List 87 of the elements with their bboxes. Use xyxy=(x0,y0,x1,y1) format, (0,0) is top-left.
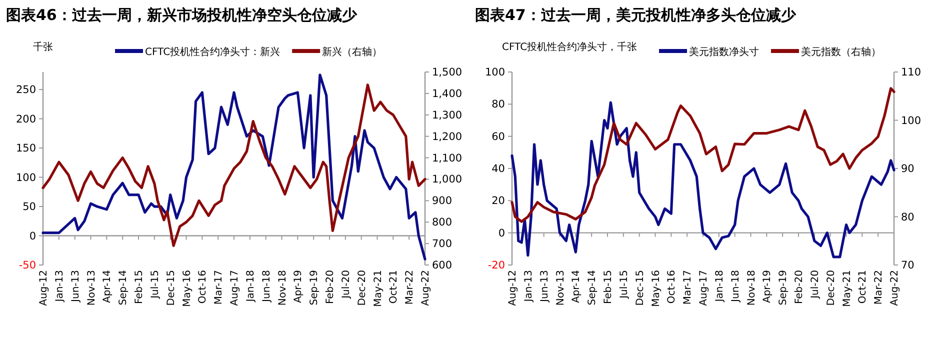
y2-tick-label: 70 xyxy=(901,260,914,272)
x-tick-label: Apr-14 xyxy=(571,270,582,303)
chart-title: 图表47：过去一周，美元投机性净多头仓位减少 xyxy=(475,6,797,24)
x-tick-label: Dec-15 xyxy=(166,270,177,306)
x-tick-label: Dec-20 xyxy=(356,270,368,306)
x-tick-label: Sep-14 xyxy=(587,270,598,306)
y2-tick-label: 80 xyxy=(901,211,914,224)
y-tick-label: 250 xyxy=(16,84,36,96)
x-tick-label: Nov-18 xyxy=(277,270,288,306)
x-tick-label: Nov-13 xyxy=(555,270,566,306)
x-tick-label: Aug-17 xyxy=(230,270,240,306)
x-tick-label: Aug-22 xyxy=(420,270,432,306)
x-tick-label: Aug-12 xyxy=(38,270,50,306)
y2-tick-label: 800 xyxy=(432,216,452,229)
y2-tick-label: 1,200 xyxy=(432,130,462,143)
y2-tick-label: 110 xyxy=(901,66,922,78)
y2-tick-label: 900 xyxy=(432,195,452,208)
x-tick-label: Mar-22 xyxy=(404,270,416,305)
x-tick-label: Mar-17 xyxy=(682,270,694,305)
x-tick-label: Feb-20 xyxy=(325,270,336,304)
y-tick-label: 100 xyxy=(484,66,505,78)
legend-label: CFTC投机性合约净头寸：新兴 xyxy=(145,46,280,58)
x-tick-label: Dec-20 xyxy=(826,270,837,306)
x-tick-label: May-16 xyxy=(182,270,193,307)
y2-tick-label: 1,500 xyxy=(432,66,462,78)
y-tick-label: 0 xyxy=(498,227,505,240)
x-tick-label: Aug-17 xyxy=(698,270,710,306)
y2-tick-label: 1,300 xyxy=(432,109,462,122)
y-tick-label: 50 xyxy=(22,201,36,214)
x-tick-label: Jan-18 xyxy=(714,270,726,303)
y2-tick-label: 1,000 xyxy=(432,174,462,186)
y-axis-title: CFTC投机性合约净头寸，千张 xyxy=(502,41,638,53)
y-tick-label: 20 xyxy=(492,195,505,208)
y2-tick-label: 100 xyxy=(901,114,922,127)
x-tick-label: Apr-19 xyxy=(762,270,774,303)
x-tick-label: Mar-17 xyxy=(214,270,225,305)
x-tick-label: Feb-15 xyxy=(134,270,145,304)
y-tick-label: 100 xyxy=(16,172,36,184)
x-tick-label: Jun-18 xyxy=(261,270,272,303)
y-tick-label: 80 xyxy=(492,98,505,111)
x-tick-label: Jul-15 xyxy=(150,270,161,300)
legend-label: 美元指数（右轴） xyxy=(801,46,881,58)
x-tick-label: Aug-12 xyxy=(508,270,518,306)
x-tick-label: Jan-18 xyxy=(245,270,256,303)
y2-tick-label: 90 xyxy=(901,163,914,175)
x-tick-label: Aug-22 xyxy=(890,270,900,306)
y-tick-label: 0 xyxy=(29,230,36,242)
x-tick-label: Mar-22 xyxy=(874,270,885,305)
x-tick-label: Nov-18 xyxy=(746,270,758,306)
x-tick-label: Feb-20 xyxy=(794,270,805,304)
y-tick-label: -20 xyxy=(488,260,505,272)
y-tick-label: -50 xyxy=(18,260,36,272)
x-tick-label: Jun-13 xyxy=(539,270,550,303)
x-tick-label: Apr-14 xyxy=(102,270,114,303)
x-tick-label: Jun-18 xyxy=(730,270,742,303)
x-tick-label: Sep-19 xyxy=(778,270,790,306)
x-tick-label: May-16 xyxy=(650,270,662,307)
y2-tick-label: 700 xyxy=(432,238,452,250)
x-tick-label: Jul-20 xyxy=(340,270,352,300)
y2-tick-label: 600 xyxy=(432,260,452,272)
y-axis-title: 千张 xyxy=(33,41,53,53)
x-tick-label: Jan-13 xyxy=(523,270,534,303)
x-tick-label: May-21 xyxy=(842,270,853,307)
x-tick-label: Oct-16 xyxy=(666,270,678,304)
y2-tick-label: 1,400 xyxy=(432,88,462,100)
legend-label: 美元指数净头寸 xyxy=(689,46,759,58)
x-tick-label: Sep-14 xyxy=(118,270,130,306)
x-tick-label: Jan-13 xyxy=(54,270,66,303)
x-tick-label: Jul-20 xyxy=(810,270,821,300)
x-tick-label: Dec-15 xyxy=(634,270,646,306)
x-tick-label: Oct-16 xyxy=(198,270,209,304)
x-tick-label: May-21 xyxy=(372,270,384,307)
x-tick-label: Oct-21 xyxy=(858,270,869,304)
y-tick-label: 40 xyxy=(492,163,505,175)
x-tick-label: Apr-19 xyxy=(293,270,304,303)
x-tick-label: Nov-13 xyxy=(86,270,98,306)
y-tick-label: 60 xyxy=(492,130,505,143)
x-tick-label: Sep-19 xyxy=(309,270,320,306)
x-tick-label: Jun-13 xyxy=(70,270,82,303)
legend-label: 新兴（右轴） xyxy=(322,46,382,58)
x-tick-label: Oct-21 xyxy=(388,270,400,304)
x-tick-label: Jul-15 xyxy=(618,270,630,300)
y2-tick-label: 1,100 xyxy=(432,152,462,164)
y-tick-label: 200 xyxy=(16,113,36,126)
y-tick-label: 150 xyxy=(16,142,36,155)
chart-title: 图表46：过去一周，新兴市场投机性净空头仓位减少 xyxy=(6,6,358,24)
x-tick-label: Feb-15 xyxy=(603,270,614,304)
